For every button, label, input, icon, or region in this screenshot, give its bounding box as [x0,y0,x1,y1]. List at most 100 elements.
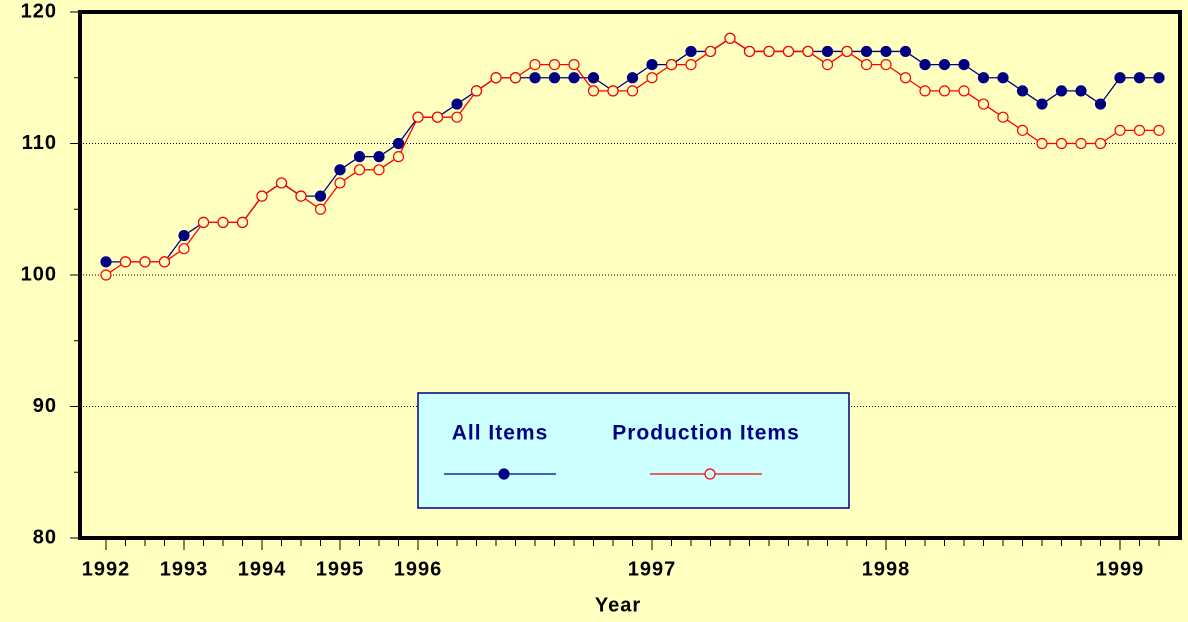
y-tick-label: 80 [33,526,57,548]
data-point [899,72,912,84]
legend-label: All Items [452,422,549,445]
y-tick-label: 90 [33,395,57,417]
data-point [1016,124,1029,136]
data-point [1153,72,1165,84]
data-point [373,164,385,176]
data-point [334,164,346,176]
data-point [880,58,892,71]
data-point [665,58,678,71]
data-point [685,45,697,58]
data-point [217,216,229,228]
plot-border [78,10,1182,540]
data-point [977,98,990,110]
data-point [295,190,307,202]
legend-marker [498,468,510,480]
data-point [568,58,580,71]
data-point [1094,98,1107,110]
data-point [919,58,931,71]
data-point [373,151,385,163]
x-tick-label: 1999 [1096,558,1145,580]
data-point [392,137,405,150]
data-point [782,45,795,58]
data-point [119,256,132,268]
data-point [548,72,561,84]
data-point [997,72,1009,84]
legend-box [417,392,850,509]
data-point [353,164,366,176]
data-point [236,216,249,228]
data-point [860,58,873,71]
data-point [821,58,834,71]
legend-marker [704,468,716,480]
data-point [275,177,288,189]
data-point [938,58,951,71]
data-point [353,151,366,163]
data-point [646,58,658,71]
data-point [646,72,658,84]
data-point [490,72,502,84]
x-axis-label: Year [595,594,641,616]
data-point [763,45,775,58]
data-point [821,45,834,58]
data-point [568,72,580,84]
data-point [860,45,873,58]
data-point [587,72,600,84]
data-point [724,32,736,44]
data-point [685,58,697,71]
data-point [197,216,210,228]
data-point [938,85,951,97]
data-point [977,72,990,84]
data-point [431,111,444,123]
data-point [1075,137,1087,150]
x-tick-label: 1994 [238,558,287,580]
data-point [392,151,405,163]
data-point [178,229,190,242]
data-point [451,98,463,110]
x-tick-label: 1998 [862,558,911,580]
data-point [607,85,619,97]
data-point [997,111,1009,123]
data-point [1094,137,1107,150]
data-point [958,58,970,71]
x-tick-label: 1993 [160,558,209,580]
data-point [1114,72,1126,84]
data-point [529,58,541,71]
data-point [880,45,892,58]
data-point [841,45,853,58]
data-point [958,85,970,97]
x-tick-label: 1996 [394,558,443,580]
data-point [626,72,639,84]
data-point [100,269,112,281]
data-point [314,190,327,202]
data-point [1153,124,1165,136]
data-point [626,85,639,97]
x-tick-label: 1997 [628,558,677,580]
data-point [548,58,561,71]
data-point [919,85,931,97]
y-tick-label: 110 [22,132,57,154]
y-tick-label: 100 [21,263,57,285]
data-point [158,256,171,268]
data-point [587,85,600,97]
data-point [1016,85,1029,97]
data-point [314,203,327,215]
y-tick-label: 120 [21,0,57,22]
x-tick-label: 1992 [82,558,131,580]
data-point [1055,85,1068,97]
legend-label: Production Items [612,422,800,445]
data-point [1075,85,1087,97]
data-point [100,256,112,268]
data-point [1036,98,1048,110]
data-point [470,85,483,97]
data-point [1133,72,1146,84]
data-point [178,243,190,255]
data-point [509,72,522,84]
data-point [412,111,424,123]
data-point [529,72,541,84]
data-point [743,45,756,58]
data-point [1114,124,1126,136]
data-point [1055,137,1068,150]
data-point [256,190,268,202]
